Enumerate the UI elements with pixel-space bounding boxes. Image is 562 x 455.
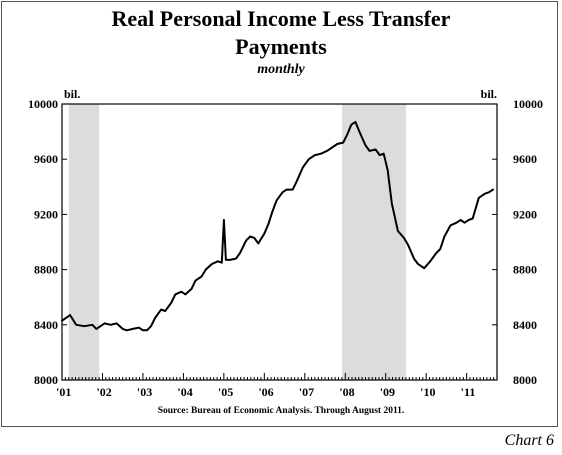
recession-band-2 [342,104,406,380]
plot-border [61,103,498,381]
recession-band-1 [68,104,100,380]
x-tick-label: '01 [56,385,71,399]
recession-shading [68,104,406,380]
chart-number-label: Chart 6 [504,432,554,449]
y-tick-label-left: 8800 [34,263,58,277]
chart-title-line-2: Payments [235,34,327,59]
x-tick-label: '04 [177,385,192,399]
chart-subtitle: monthly [257,62,305,77]
x-tick-label: '03 [137,385,152,399]
series-line-1 [61,120,494,332]
series-layer [61,120,494,332]
y-tick-label-left: 9200 [34,207,58,221]
x-tick-label: '10 [420,385,435,399]
chart-frame [1,1,558,427]
source-note: Source: Bureau of Economic Analysis. Thr… [157,406,405,416]
y-tick-label-right: 9600 [513,152,537,166]
y-tick-label-right: 8400 [513,318,537,332]
y-tick-label-right: 10000 [513,97,543,111]
x-tick-label: '09 [380,385,395,399]
x-tick-label: '05 [218,385,233,399]
y-tick-label-right: 8800 [513,263,537,277]
x-tick-label: '08 [339,385,354,399]
y-tick-label-left: 8400 [34,318,58,332]
right-unit-label: bil. [481,87,497,101]
y-tick-label-right: 9200 [513,207,537,221]
chart-title: Real Personal Income Less Transfer [111,6,451,31]
x-tick-label: '02 [96,385,111,399]
x-tick-label: '06 [258,385,273,399]
x-tick-label: '11 [461,385,476,399]
chart-axes: 8000 8000 8400 8400 8800 8800 9200 9200 9600 9600… [28,97,543,399]
y-tick-label-right: 8000 [513,373,537,387]
y-tick-label-left: 9600 [34,152,58,166]
y-tick-label-left: 10000 [28,97,58,111]
x-tick-label: '07 [299,385,314,399]
left-unit-label: bil. [64,87,80,101]
y-tick-label-left: 8000 [34,373,58,387]
